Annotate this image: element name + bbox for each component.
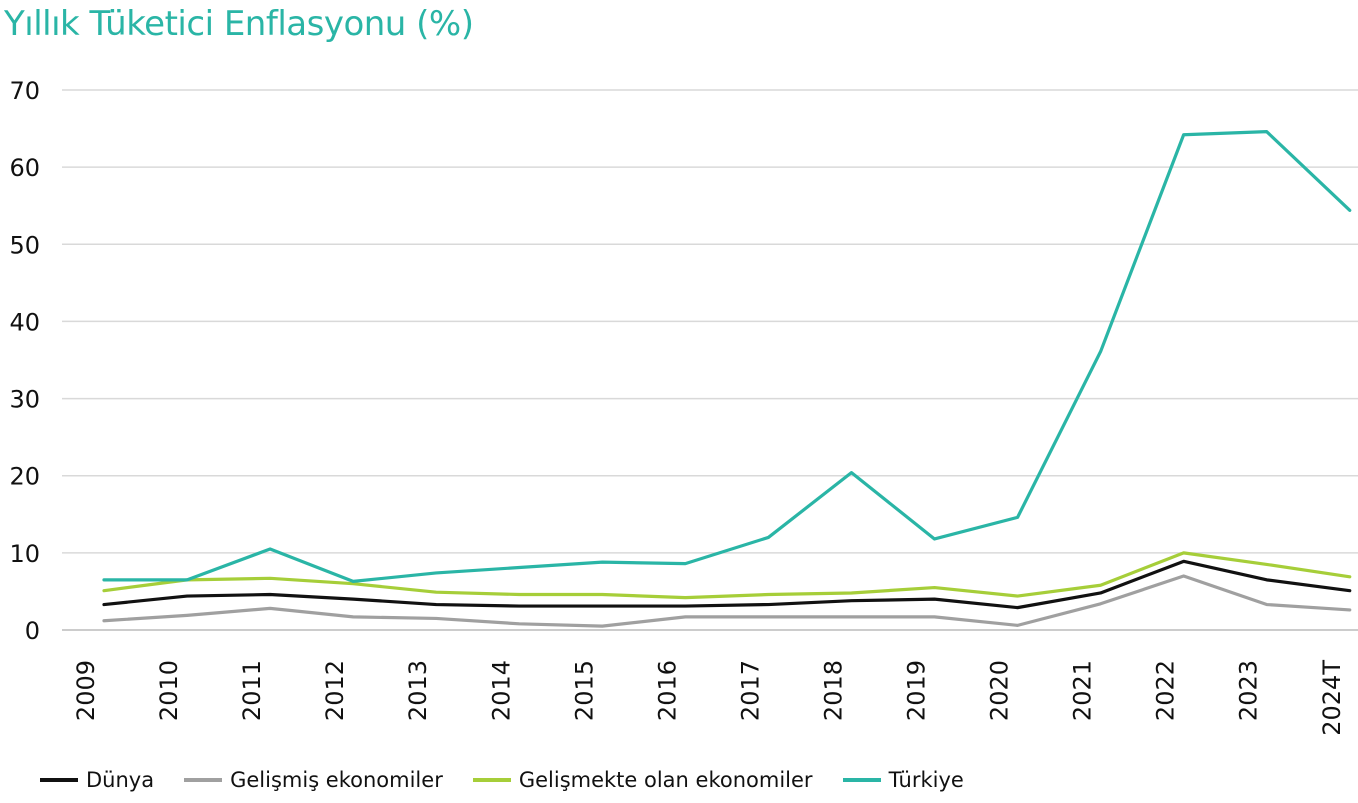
x-tick-label: 2022: [1152, 660, 1180, 721]
x-tick-label: 2015: [570, 660, 598, 721]
x-tick-label: 2011: [238, 660, 266, 721]
legend-label: Gelişmiş ekonomiler: [230, 768, 443, 792]
x-tick-label: 2020: [986, 660, 1014, 721]
legend: Dünya Gelişmiş ekonomiler Gelişmekte olan …: [40, 768, 994, 792]
x-tick-label: 2016: [653, 660, 681, 721]
legend-swatch: [472, 778, 511, 782]
x-tick-label: 2013: [404, 660, 432, 721]
x-tick-label: 2009: [72, 660, 100, 721]
y-axis-ticks: 0 10 20 30 40 50 60 70: [9, 77, 40, 645]
legend-label: Dünya: [86, 768, 155, 792]
legend-item: Dünya: [40, 768, 154, 792]
legend-swatch: [184, 778, 223, 782]
x-tick-label: 2012: [321, 660, 349, 721]
x-tick-label: 2010: [155, 660, 183, 721]
series-line: [102, 130, 1352, 584]
series-line: [102, 574, 1352, 628]
y-tick-label: 60: [9, 154, 40, 182]
legend-item: Gelişmekte olan ekonomiler: [472, 768, 813, 792]
y-tick-label: 30: [9, 386, 40, 414]
x-tick-label: 2018: [819, 660, 847, 721]
y-tick-label: 10: [9, 540, 40, 568]
series-line: [102, 551, 1352, 600]
legend-swatch: [40, 778, 78, 782]
x-tick-label: 2021: [1069, 660, 1097, 721]
y-tick-label: 20: [9, 463, 40, 491]
x-axis-ticks: 2009 2010 2011 2012 2013 2014 2015 2016 2017 2018…: [72, 660, 1346, 736]
legend-label: Gelişmekte olan ekonomiler: [518, 768, 813, 792]
chart-title: Yıllık Tüketici Enflasyonu (%): [4, 4, 474, 44]
y-tick-label: 70: [9, 77, 40, 105]
x-tick-label: 2024T: [1318, 660, 1346, 736]
x-tick-label: 2023: [1235, 660, 1263, 721]
legend-item: Türkiye: [842, 768, 964, 792]
x-tick-label: 2019: [903, 660, 931, 721]
x-tick-label: 2014: [487, 660, 515, 721]
legend-swatch: [842, 778, 881, 782]
y-tick-label: 40: [9, 308, 40, 336]
legend-label: Türkiye: [888, 768, 964, 792]
gridlines: [62, 89, 1358, 631]
series-lines: [102, 130, 1352, 628]
y-tick-label: 50: [9, 231, 40, 259]
legend-item: Gelişmiş ekonomiler: [184, 768, 443, 792]
x-tick-label: 2017: [736, 660, 764, 721]
y-tick-label: 0: [25, 617, 40, 645]
series-line: [102, 559, 1352, 610]
